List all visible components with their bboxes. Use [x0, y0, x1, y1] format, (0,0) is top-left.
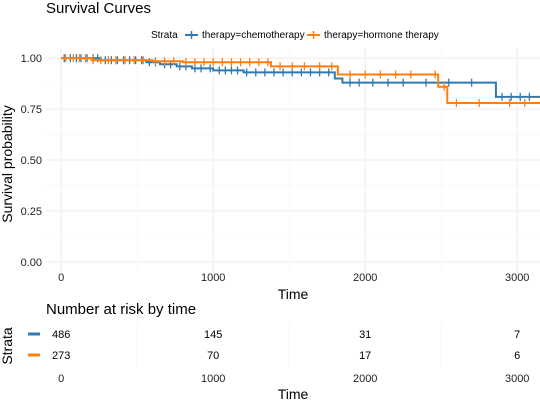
x-tick-label: 0	[58, 272, 64, 284]
x-tick-label: 2000	[353, 272, 377, 284]
risk-table-x-ticks: 0 1000 2000 3000	[58, 373, 529, 385]
risk-count: 7	[514, 329, 520, 341]
risk-count: 70	[207, 350, 219, 362]
chart-title: Survival Curves	[46, 0, 151, 17]
legend: Strata therapy=chemotherapy therapy=horm…	[151, 30, 439, 41]
y-axis-ticks: 0.00 0.25 0.50 0.75 1.00	[21, 53, 42, 269]
y-tick-label: 0.25	[21, 206, 42, 218]
y-tick-label: 0.00	[21, 257, 42, 269]
x-tick-label: 3000	[505, 272, 529, 284]
risk-count: 273	[52, 350, 70, 362]
survival-series	[61, 54, 540, 107]
legend-label: therapy=hormone therapy	[324, 30, 439, 41]
y-axis-label: Survival probability	[0, 105, 15, 223]
risk-x-tick-label: 0	[58, 373, 64, 385]
risk-count: 486	[52, 329, 70, 341]
risk-table: 486 145 31 7 273 70 17 6	[28, 329, 520, 362]
y-tick-label: 0.75	[21, 104, 42, 116]
risk-count: 145	[204, 329, 222, 341]
risk-table-y-label: Strata	[0, 327, 15, 365]
y-tick-label: 1.00	[21, 53, 42, 65]
survival-curve-chemotherapy	[61, 57, 540, 98]
risk-x-tick-label: 3000	[505, 373, 529, 385]
x-axis-ticks: 0 1000 2000 3000	[58, 272, 529, 284]
plot-grid	[46, 48, 540, 272]
risk-count: 31	[359, 329, 371, 341]
legend-entry-hormone-therapy: therapy=hormone therapy	[307, 30, 439, 41]
legend-label: therapy=chemotherapy	[202, 30, 305, 41]
risk-count: 6	[514, 350, 520, 362]
survival-curve-hormone-therapy	[61, 57, 540, 104]
risk-table-title: Number at risk by time	[46, 301, 196, 318]
legend-entry-chemotherapy: therapy=chemotherapy	[185, 30, 305, 41]
risk-x-tick-label: 1000	[201, 373, 225, 385]
risk-table-x-label: Time	[278, 386, 309, 400]
risk-count: 17	[359, 350, 371, 362]
risk-table-grid	[136, 323, 442, 368]
x-tick-label: 1000	[201, 272, 225, 284]
y-tick-label: 0.50	[21, 155, 42, 167]
risk-x-tick-label: 2000	[353, 373, 377, 385]
x-axis-label: Time	[278, 286, 309, 302]
legend-title: Strata	[151, 30, 178, 41]
